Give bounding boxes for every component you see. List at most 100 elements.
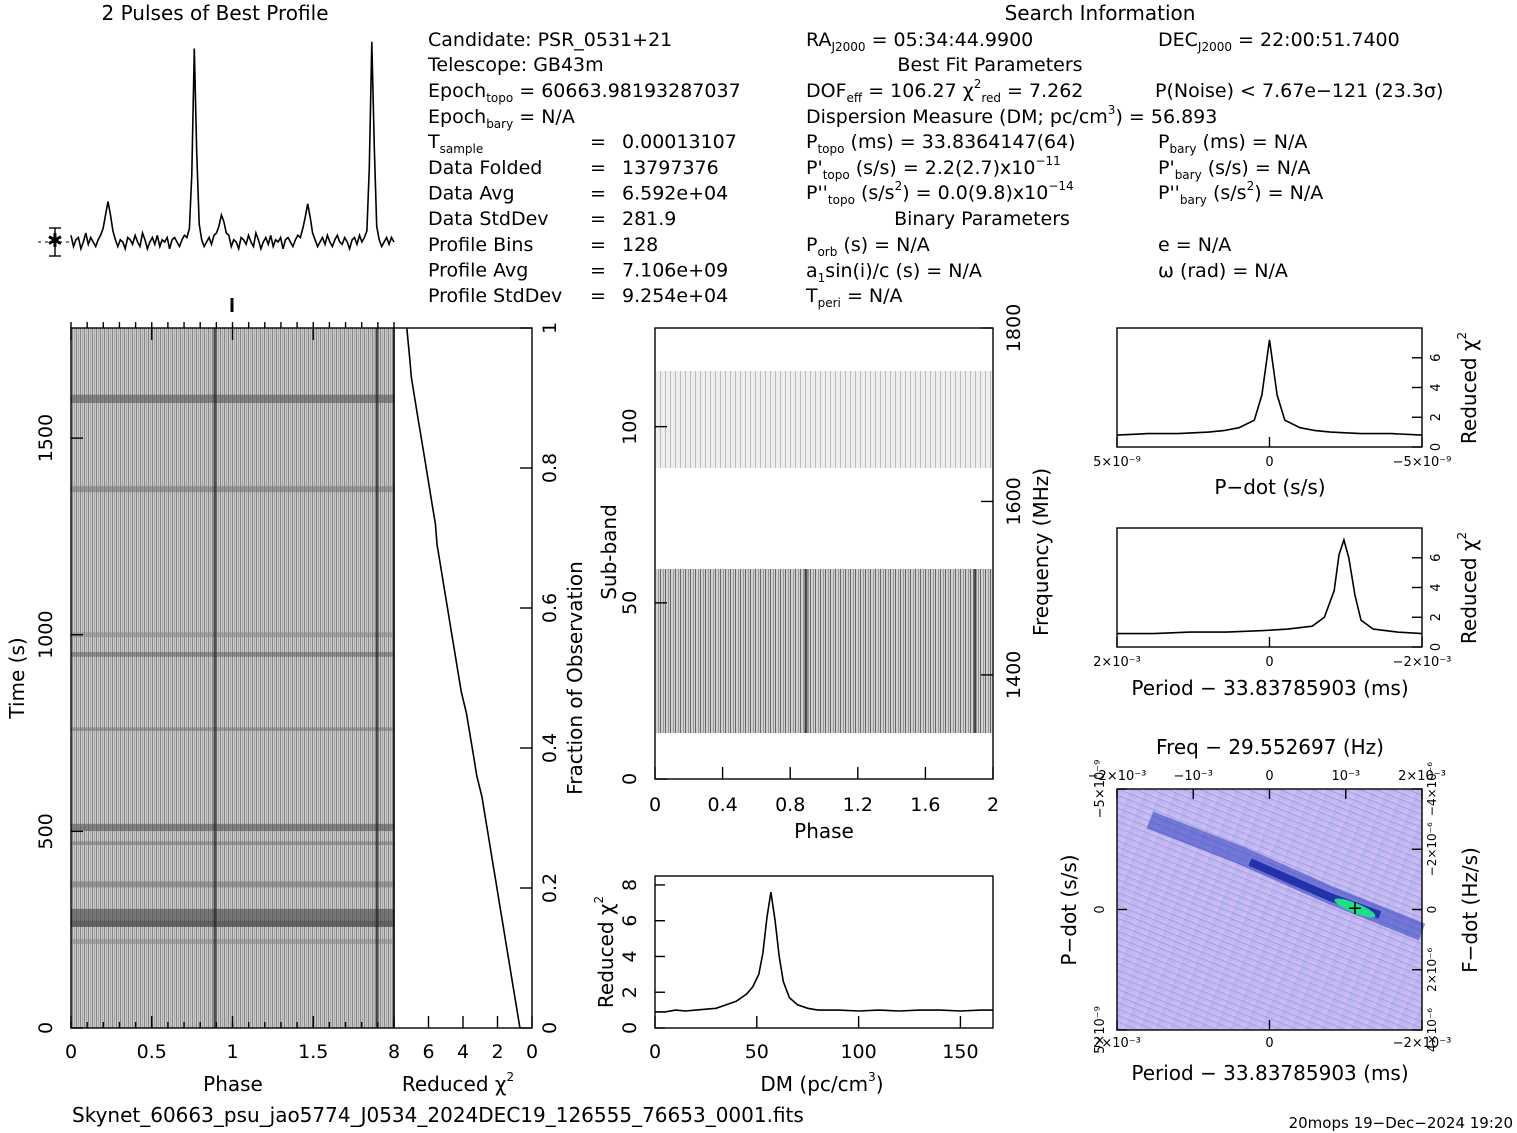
- time-phase-band: [71, 727, 394, 731]
- pp-xtick-label: −2×10⁻³: [1393, 1036, 1452, 1051]
- dm-xtick-label: 0: [649, 1041, 661, 1063]
- pp-xtick-label: 2×10⁻³: [1093, 1036, 1141, 1051]
- pp-ytick-label: −5×10⁻⁹: [1093, 760, 1108, 819]
- time-phase-band: [71, 823, 394, 832]
- dm-xtick-label: 100: [840, 1041, 876, 1063]
- pp-rtick-label: 0: [1425, 906, 1439, 914]
- subband-yticks: 0 50 100: [619, 409, 667, 785]
- info-row-value: 7.106e+09: [622, 259, 728, 281]
- dm-ylabel: Reduced χ2: [592, 896, 618, 1008]
- time-phase-xtick-label: 0: [65, 1041, 77, 1063]
- time-phase-ylabel: Time (s): [5, 637, 29, 719]
- subband-frame: [654, 327, 994, 780]
- pdot-xlabel: P−dot (s/s): [1214, 475, 1325, 499]
- info-row-eq: =: [590, 234, 606, 256]
- subband-ytick-label: 50: [619, 591, 641, 615]
- subband-ylabel: Sub-band: [597, 504, 621, 600]
- period-ylabel: Reduced χ2: [1455, 532, 1481, 644]
- subband-ytick-label: 0: [619, 773, 641, 785]
- dec: DECJ2000 = 22:00:51.7400: [1158, 29, 1400, 54]
- chi-time-xtick-label: 0: [526, 1041, 538, 1063]
- info-row-label: Data Avg: [428, 183, 515, 205]
- pp-ylabel: P−dot (s/s): [1057, 854, 1081, 965]
- pp-title: Freq − 29.552697 (Hz): [1156, 735, 1384, 759]
- chi-time-ytick-label: 1: [539, 322, 561, 334]
- pdot-ytick-label: 2: [1429, 413, 1444, 421]
- time-phase-ytick-label: 0: [35, 1022, 57, 1034]
- dm-ytick-label: 6: [619, 915, 641, 927]
- pp-xlabel: Period − 33.83785903 (ms): [1131, 1061, 1408, 1085]
- chi-time-xlabel: Reduced χ2: [402, 1070, 514, 1096]
- dm-frame: [654, 875, 994, 1029]
- dm-ytick-label: 4: [619, 950, 641, 962]
- pp-rtick-label: 2×10⁻⁶: [1425, 948, 1439, 992]
- pp-xtick-label: 0: [1265, 1036, 1273, 1051]
- dm-line: Dispersion Measure (DM; pc/cm3) = 56.893: [806, 103, 1217, 128]
- svg-text:✱: ✱: [47, 230, 63, 252]
- info-row-label: Data Folded: [428, 157, 542, 179]
- epoch-topo: Epochtopo = 60663.98193287037: [428, 80, 741, 105]
- search-info-title: Search Information: [1005, 1, 1196, 25]
- info-row-value: 13797376: [622, 157, 719, 179]
- chi-time-xtick-label: 6: [422, 1041, 434, 1063]
- profile-line: [70, 41, 395, 252]
- time-phase-ytick-label: 500: [35, 813, 57, 849]
- pnoise: P(Noise) < 7.67e−121 (23.3σ): [1155, 80, 1443, 102]
- pp-toptick-label: −2×10⁻³: [1088, 769, 1147, 784]
- subband-xtick-label: 0.4: [707, 794, 737, 816]
- info-row-value: 6.592e+04: [622, 183, 728, 205]
- time-phase-band: [71, 841, 394, 845]
- time-phase-band: [71, 652, 394, 657]
- pp-best-marker: +: [1347, 897, 1363, 919]
- chi-time-xtick-label: 4: [457, 1041, 469, 1063]
- pdot-yticks: 0 2 4 6: [1412, 354, 1444, 451]
- time-phase-band: [71, 632, 394, 638]
- epoch-bary: Epochbary = N/A: [428, 106, 575, 131]
- t-sample: Tsample: [427, 131, 483, 156]
- pp-rtick-label: −2×10⁻⁶: [1425, 822, 1439, 876]
- chi-time-ytick-label: 0.4: [539, 733, 561, 763]
- period-line: [1117, 537, 1423, 635]
- subband-xtick-label: 0: [649, 794, 661, 816]
- info-row-label: Profile Bins: [428, 234, 533, 256]
- info-row-value: 128: [622, 234, 658, 256]
- subband-xtick-label: 1.6: [910, 794, 940, 816]
- subband-rticks: 1400 1600 1800: [981, 304, 1025, 699]
- pdot-ylabel: Reduced χ2: [1455, 332, 1481, 444]
- time-phase-ytick-label: 1500: [35, 414, 57, 462]
- t-sample-eq: =: [590, 131, 606, 153]
- a1sini: a1sin(i)/c (s) = N/A: [806, 260, 982, 285]
- t-sample-value: 0.00013107: [622, 131, 737, 153]
- time-phase-xlabel: Phase: [203, 1072, 263, 1096]
- pp-yticks: −5×10⁻⁹ 0 5×10⁻⁹: [1093, 760, 1127, 1054]
- pp-xticks: 2×10⁻³ 0 −2×10⁻³: [1093, 1020, 1451, 1051]
- chi-time-ytick-label: 0: [539, 1022, 561, 1034]
- pp-toptick-label: 0: [1265, 769, 1273, 784]
- pdot-xtick-label: −5×10⁻⁹: [1393, 455, 1452, 470]
- info-row-value: 9.254e+04: [622, 285, 728, 307]
- subband-rtick-label: 1400: [1003, 651, 1025, 699]
- info-row-value: 281.9: [622, 208, 676, 230]
- dof: DOFeff = 106.27 χ2red = 7.262: [806, 77, 1083, 105]
- subband-xtick-label: 1.2: [843, 794, 873, 816]
- pdot-xticks: 5×10⁻⁹ 0 −5×10⁻⁹: [1093, 437, 1451, 470]
- subband-upper: [656, 371, 992, 468]
- ecc: e = N/A: [1158, 234, 1231, 256]
- info-rows: Data Folded = 13797376 Data Avg = 6.592e+04 Da…: [428, 157, 728, 307]
- pdot-ytick-label: 4: [1429, 383, 1444, 391]
- time-phase-xtick-label: 0.5: [137, 1041, 167, 1063]
- period-ytick-label: 6: [1429, 554, 1444, 562]
- pdot-frame: [1116, 327, 1423, 448]
- chi-time-ylabel: Fraction of Observation: [563, 561, 587, 795]
- ptopo: Ptopo (ms) = 33.8364147(64): [806, 131, 1076, 156]
- time-phase-ytick-label: 1000: [35, 611, 57, 659]
- info-row-eq: =: [590, 208, 606, 230]
- period-ytick-label: 0: [1429, 643, 1444, 651]
- period-ytick-label: 2: [1429, 613, 1444, 621]
- pp-rlabel: F−dot (Hz/s): [1458, 847, 1482, 973]
- time-phase-xtick-label: 1.5: [298, 1041, 328, 1063]
- tperi: Tperi = N/A: [805, 285, 903, 310]
- profile-errorbar: ✱: [38, 227, 70, 257]
- dm-xlabel: DM (pc/cm3): [760, 1070, 883, 1096]
